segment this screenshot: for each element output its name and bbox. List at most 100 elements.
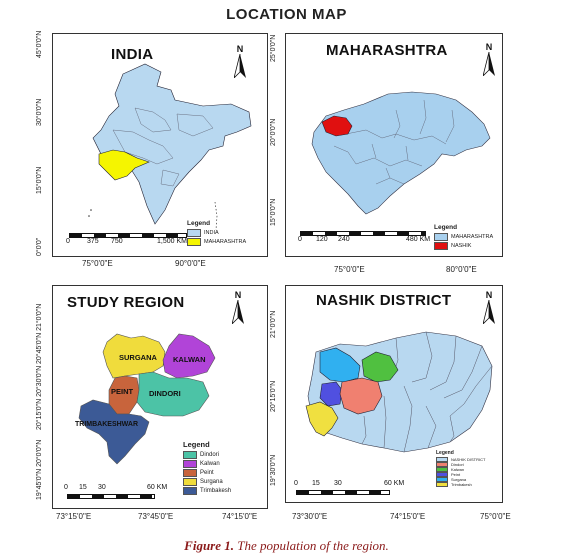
study-scale-2: 30: [98, 484, 106, 491]
legend-item: Kalwan: [183, 460, 231, 468]
legend-item: NASHIK DISTRICT: [436, 457, 485, 462]
nashik-district-panel-title: NASHIK DISTRICT: [316, 292, 452, 309]
dindori-region: [136, 371, 210, 417]
figure-caption: Figure 1. The population of the region.: [0, 538, 573, 554]
nashik-highlight: [321, 115, 353, 137]
maharashtra-panel: MAHARASHTRA N 0 120 240 480 KM Legend MA…: [285, 33, 503, 257]
north-label: N: [485, 290, 493, 300]
india-panel: INDIA N 0 375 750 1,500 KM Legend INDIA …: [52, 33, 268, 257]
nashik-legend: Legend NASHIK DISTRICT Dindori Kalwan Pe…: [436, 450, 485, 487]
legend-item: Dindori: [183, 451, 231, 459]
study-legend: Legend Dindori Kalwan Peint Surgana Trim…: [183, 440, 231, 496]
study-region-panel: STUDY REGION N SURGANA KALWAN PEINT DIND…: [52, 285, 268, 509]
north-label: N: [234, 290, 242, 300]
legend-item: MAHARASHTRA: [434, 233, 493, 241]
figure-caption-text: The population of the region.: [237, 538, 389, 553]
maharashtra-lat-tick: 20°0'0"N: [270, 118, 277, 146]
north-label: N: [236, 44, 244, 54]
india-scale-2: 750: [111, 238, 123, 245]
region-label: TRIMBAKESHWAR: [75, 421, 138, 428]
nashik-lat-tick: 19°30'0"N: [270, 454, 277, 486]
region-label: KALWAN: [173, 355, 206, 364]
north-arrow-icon: N: [480, 42, 498, 76]
nashik-lat-tick: 21°0'0"N: [270, 310, 277, 338]
india-legend: Legend INDIA MAHARASHTRA: [187, 220, 246, 247]
legend-item: Peint: [436, 472, 485, 477]
region-label: DINDORI: [149, 389, 181, 398]
legend-title: Legend: [183, 440, 210, 449]
study-lon-tick: 73°15'0"E: [56, 512, 92, 521]
region-label: SURGANA: [119, 353, 158, 362]
study-lon-tick: 74°15'0"E: [222, 512, 258, 521]
legend-item: INDIA: [187, 229, 246, 237]
legend-title: Legend: [436, 450, 454, 456]
kalwan-region: [162, 333, 216, 379]
surgana-region: [102, 333, 166, 379]
legend-item: Kalwan: [436, 467, 485, 472]
nashik-scale-2: 30: [334, 480, 342, 487]
india-lon-tick: 75°0'0"E: [82, 259, 113, 268]
maharashtra-legend: Legend MAHARASHTRA NASHIK: [434, 224, 493, 251]
study-region-panel-title: STUDY REGION: [67, 294, 185, 311]
map-title: LOCATION MAP: [226, 6, 347, 23]
maharashtra-lon-tick: 80°0'0"E: [446, 265, 477, 274]
maharashtra-lat-tick: 25°0'0"N: [270, 34, 277, 62]
india-lat-tick: 45°0'0"N: [36, 30, 43, 58]
legend-item: Surgana: [183, 478, 231, 486]
maharashtra-highlight: [98, 149, 150, 181]
maharashtra-scale-0: 0: [298, 236, 302, 243]
legend-item: Trimbakesh: [436, 482, 485, 487]
study-scale-bar: [67, 494, 155, 499]
north-arrow-icon: N: [231, 44, 249, 78]
legend-item: MAHARASHTRA: [187, 238, 246, 246]
maharashtra-scale-1: 120: [316, 236, 328, 243]
india-scale-0: 0: [66, 238, 70, 245]
legend-item: Trimbakesh: [183, 487, 231, 495]
nashik-district-map: [305, 331, 493, 453]
india-lon-tick: 90°0'0"E: [175, 259, 206, 268]
study-scale-3: 60 KM: [147, 484, 168, 491]
legend-title: Legend: [187, 220, 211, 227]
maharashtra-map: [311, 91, 491, 215]
legend-title: Legend: [434, 224, 458, 231]
india-scale-1: 375: [87, 238, 99, 245]
maharashtra-scale-bar: [300, 231, 426, 236]
india-lat-tick: 15°0'0"N: [36, 166, 43, 194]
nashik-scale-bar: [296, 490, 390, 495]
nashik-lat-tick: 20°15'0"N: [270, 380, 277, 412]
india-scale-3: 1,500 KM: [157, 238, 187, 245]
maharashtra-lon-tick: 75°0'0"E: [334, 265, 365, 274]
nashik-lon-tick: 73°30'0"E: [292, 512, 328, 521]
study-lat-tick: 19°45'0"N 20°0'0"N: [36, 439, 43, 500]
india-lat-tick: 30°0'0"N: [36, 98, 43, 126]
maharashtra-panel-title: MAHARASHTRA: [326, 42, 448, 59]
nashik-scale-3: 60 KM: [384, 480, 405, 487]
nashik-scale-0: 0: [294, 480, 298, 487]
india-scale-bar: [69, 233, 187, 238]
nashik-district-panel: NASHIK DISTRICT N 0 15 30 60 KM Legend N…: [285, 285, 503, 503]
study-scale-0: 0: [64, 484, 68, 491]
study-lat-tick: 20°45'0"N 21°0'0"N: [36, 303, 43, 364]
north-arrow-icon: N: [229, 290, 247, 324]
trimbakeshwar-region: [78, 399, 150, 465]
study-scale-1: 15: [79, 484, 87, 491]
figure-label: Figure 1.: [184, 538, 235, 553]
region-label: PEINT: [111, 387, 134, 396]
legend-item: NASHIK: [434, 242, 493, 250]
nashik-scale-1: 15: [312, 480, 320, 487]
maharashtra-scale-3: 480 KM: [406, 236, 431, 243]
maharashtra-scale-2: 240: [338, 236, 350, 243]
north-label: N: [485, 42, 493, 52]
kalwan-district: [361, 351, 399, 383]
maharashtra-lat-tick: 15°0'0"N: [270, 198, 277, 226]
dindori-district: [339, 377, 383, 415]
india-map: [88, 63, 252, 231]
surgana-district: [319, 347, 361, 383]
nashik-lon-tick: 75°0'0"E: [480, 512, 511, 521]
peint-district: [319, 381, 343, 407]
india-lat-tick: 0°0'0": [36, 237, 43, 256]
peint-region: [108, 375, 140, 415]
legend-item: Surgana: [436, 477, 485, 482]
north-arrow-icon: N: [480, 290, 498, 324]
nashik-lon-tick: 74°15'0"E: [390, 512, 426, 521]
